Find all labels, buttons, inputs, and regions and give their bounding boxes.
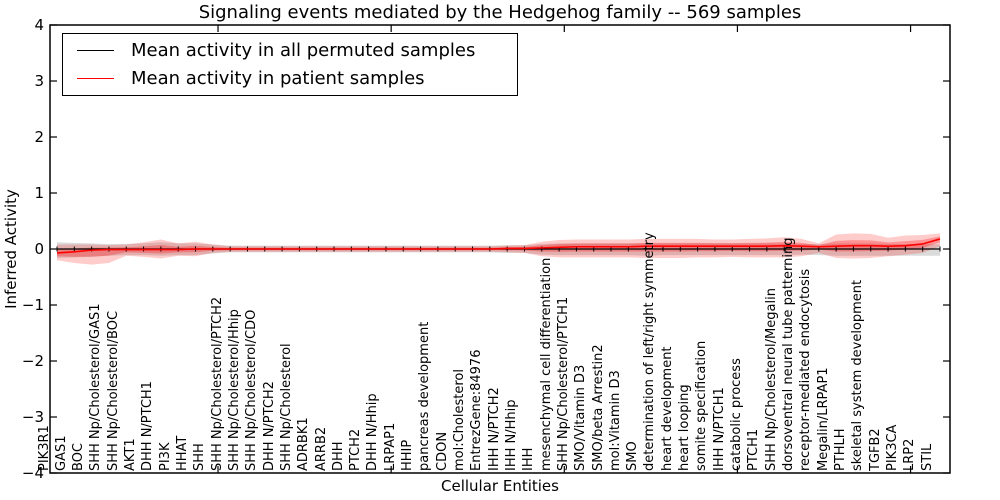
x-category-label: skeletal system development — [850, 279, 866, 471]
x-category-label: IHH — [521, 447, 537, 471]
x-category-label: SHH Np/Cholesterol/PTCH2 — [209, 296, 225, 471]
patient-mean-line — [56, 238, 941, 254]
y-tick-label: −4 — [21, 464, 44, 482]
x-category-label: GAS1 — [53, 435, 69, 472]
legend-label-permuted: Mean activity in all permuted samples — [131, 40, 476, 62]
x-category-label: ADRBK1 — [296, 417, 312, 471]
x-category-label: EntrezGene:84976 — [469, 349, 485, 471]
x-category-label: dorsoventral neural tube patterning — [780, 237, 796, 471]
x-category-label: heart looping — [677, 384, 693, 471]
x-category-label: IHH N/PTCH1 — [711, 387, 727, 471]
x-category-label: SHH Np/Cholesterol — [278, 343, 294, 471]
x-category-label: SMO/beta Arrestin2 — [590, 344, 606, 471]
x-category-label: DHH N/PTCH1 — [140, 381, 156, 471]
x-category-label: heart development — [659, 346, 675, 471]
x-axis-label: Cellular Entities — [441, 477, 559, 495]
x-category-label: PI3K — [157, 442, 173, 471]
x-category-label: IHH N/Hhip — [503, 399, 519, 472]
x-category-label: SMO/Vitamin D3 — [573, 364, 589, 471]
x-category-label: SHH — [192, 443, 208, 471]
x-category-label: PTHLH — [832, 428, 848, 471]
x-category-label: HHAT — [175, 435, 190, 471]
x-category-label: CDON — [434, 431, 450, 471]
x-category-label: mesenchymal cell differentiation — [538, 257, 554, 471]
x-category-label: SHH Np/Cholesterol/CDO — [244, 309, 260, 471]
x-category-label: PTCH2 — [348, 428, 364, 471]
x-category-label: BOC — [71, 443, 87, 471]
legend-entry-patient: Mean activity in patient samples — [77, 68, 517, 89]
x-category-label: LRP2 — [902, 438, 918, 471]
chart-title: Signaling events mediated by the Hedgeho… — [198, 2, 802, 23]
x-category-label: mol:Vitamin D3 — [607, 370, 623, 471]
x-category-label: TGFB2 — [867, 428, 883, 471]
x-category-label: ARRB2 — [313, 426, 329, 471]
x-category-label: HHIP — [400, 439, 416, 471]
x-category-label: DHH — [330, 441, 346, 471]
x-category-label: SHH Np/Cholesterol/BOC — [105, 310, 121, 471]
legend-line-sample-permuted — [77, 50, 114, 52]
legend: Mean activity in all permuted samples Me… — [62, 33, 518, 96]
y-tick-label: −2 — [21, 352, 44, 370]
y-tick-label: 4 — [34, 16, 44, 34]
x-category-label: DHH N/PTCH2 — [261, 381, 277, 471]
x-category-label: SMO — [625, 441, 641, 471]
x-category-label: IHH N/PTCH2 — [486, 387, 502, 471]
axis-ticks — [50, 24, 950, 474]
x-category-label: PTCH1 — [746, 428, 762, 471]
x-category-label: receptor-mediated endocytosis — [798, 268, 814, 471]
legend-entry-permuted: Mean activity in all permuted samples — [77, 40, 517, 61]
y-tick-label: 1 — [34, 184, 44, 202]
x-category-label: SHH Np/Cholesterol/Megalin — [763, 288, 779, 471]
y-tick-label: 3 — [34, 72, 44, 90]
y-tick-label: −3 — [21, 408, 44, 426]
x-category-label: PIK3CA — [884, 424, 900, 471]
legend-line-sample-patient — [77, 77, 114, 79]
x-category-label: STIL — [919, 443, 935, 471]
y-tick-label: −1 — [21, 296, 44, 314]
x-category-label: Megalin/LRPAP1 — [815, 367, 831, 471]
y-tick-label: 0 — [34, 240, 44, 258]
x-category-label: SHH Np/Cholesterol/PTCH1 — [555, 296, 571, 471]
x-category-label: somite specification — [694, 340, 710, 471]
y-tick-label: 2 — [34, 128, 44, 146]
x-category-label: catabolic process — [729, 358, 745, 471]
x-category-label: SHH Np/Cholesterol/Hhip — [226, 309, 242, 471]
x-category-label: LRPAP1 — [382, 422, 398, 471]
legend-label-patient: Mean activity in patient samples — [131, 67, 425, 89]
x-category-label: DHH N/Hhip — [365, 393, 381, 471]
x-category-label: SHH Np/Cholesterol/GAS1 — [88, 303, 104, 471]
x-category-label: determination of left/right symmetry — [642, 232, 658, 471]
x-category-label: PIK3R1 — [36, 425, 52, 471]
x-category-label: mol:Cholesterol — [452, 369, 468, 471]
x-category-label: pancreas development — [417, 321, 433, 471]
x-category-label: AKT1 — [123, 438, 139, 471]
